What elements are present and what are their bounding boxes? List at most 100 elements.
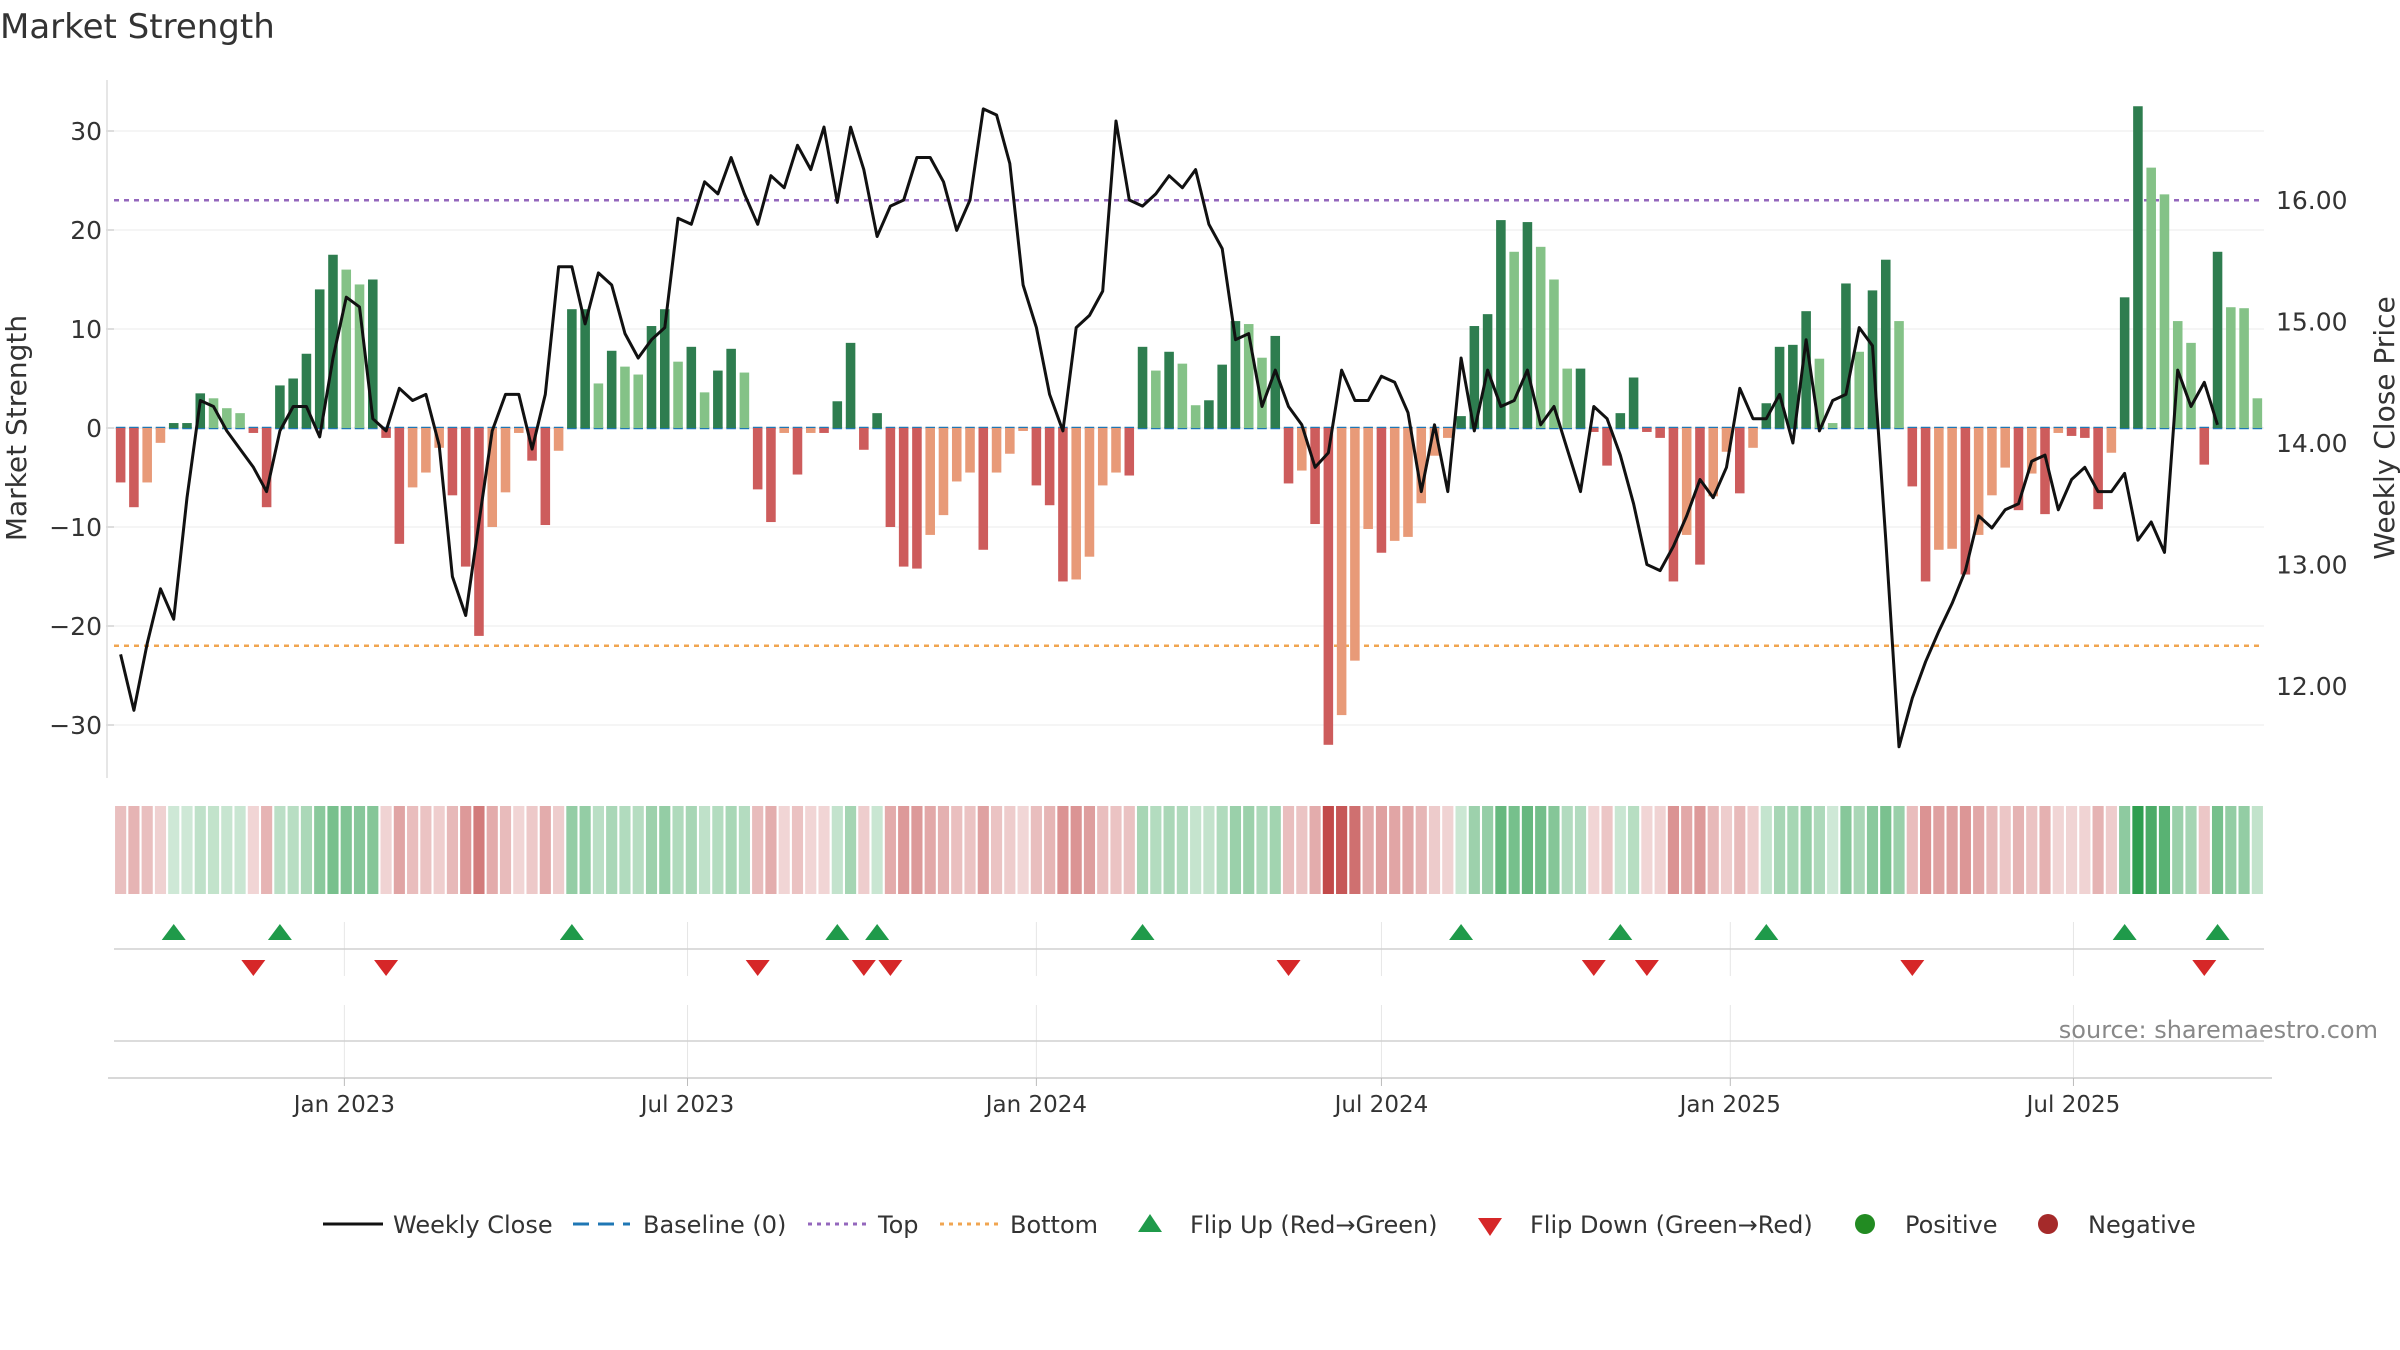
heat-cell xyxy=(778,806,790,894)
legend-label-bottom: Bottom xyxy=(1010,1211,1098,1239)
heat-cell xyxy=(1734,806,1746,894)
heat-cell xyxy=(420,806,432,894)
heat-cell xyxy=(1999,806,2011,894)
heat-cell xyxy=(1707,806,1719,894)
strength-bar xyxy=(1496,220,1506,428)
heat-cell xyxy=(194,806,206,894)
heat-cell xyxy=(2225,806,2237,894)
legend-item-top: Top xyxy=(808,1211,919,1239)
heat-cell xyxy=(1296,806,1308,894)
heat-cell xyxy=(115,806,127,894)
strength-bar xyxy=(1655,428,1665,438)
strength-bar xyxy=(2252,398,2263,428)
flip-up-marker xyxy=(1449,924,1474,940)
strength-bar xyxy=(1416,428,1427,504)
heat-cell xyxy=(2079,806,2091,894)
strength-bar xyxy=(1124,428,1135,476)
heat-cell xyxy=(1774,806,1786,894)
legend-label-flip-down: Flip Down (Green→Red) xyxy=(1530,1211,1813,1239)
x-tick-label: Jul 2025 xyxy=(2025,1092,2121,1118)
heat-cell xyxy=(977,806,989,894)
heat-cell xyxy=(1694,806,1706,894)
heat-cell xyxy=(1973,806,1985,894)
heat-cell xyxy=(592,806,604,894)
heat-cell xyxy=(964,806,976,894)
strength-bar xyxy=(514,428,524,433)
strength-bar xyxy=(1827,423,1838,428)
strength-bar xyxy=(1336,428,1347,716)
flip-up-icon xyxy=(1138,1214,1162,1232)
heat-cell xyxy=(1946,806,1958,894)
heat-cell xyxy=(951,806,963,894)
flip-up-marker xyxy=(161,924,186,940)
legend-label-positive: Positive xyxy=(1905,1211,1998,1239)
heat-cell xyxy=(1933,806,1945,894)
heat-cell xyxy=(234,806,246,894)
heat-cell xyxy=(1535,806,1547,894)
strength-bar xyxy=(261,428,272,508)
left-tick-label: −20 xyxy=(49,612,102,641)
strength-bar xyxy=(1018,428,1028,431)
heat-cell xyxy=(2172,806,2184,894)
strength-bar xyxy=(407,428,418,488)
strength-bar xyxy=(991,428,1002,473)
right-tick-label: 16.00 xyxy=(2276,186,2348,215)
strength-bar xyxy=(912,428,922,569)
strength-bar xyxy=(1177,363,1188,428)
heat-cell xyxy=(513,806,525,894)
heat-cell xyxy=(566,806,578,894)
legend-item-bottom: Bottom xyxy=(940,1211,1098,1239)
flip-up-marker xyxy=(2112,924,2137,940)
strength-bar xyxy=(686,346,697,428)
heat-cell xyxy=(1190,806,1202,894)
heat-cell xyxy=(1880,806,1892,894)
strength-bar xyxy=(1111,428,1121,473)
strength-bar xyxy=(1350,428,1360,661)
heat-cell xyxy=(1150,806,1162,894)
heat-cell xyxy=(632,806,644,894)
strength-bar xyxy=(182,423,192,428)
strength-bar xyxy=(553,428,564,451)
heat-cell xyxy=(181,806,193,894)
left-tick-label: 30 xyxy=(70,117,102,146)
heat-cell xyxy=(791,806,804,894)
strength-bar xyxy=(1469,326,1480,428)
strength-bar xyxy=(699,392,710,428)
heat-cell xyxy=(499,806,512,894)
heat-cell xyxy=(685,806,697,894)
legend-label-weekly-close: Weekly Close xyxy=(393,1211,553,1239)
strength-bar xyxy=(1389,428,1400,541)
strength-bar xyxy=(898,428,909,567)
strength-bar xyxy=(1947,428,1957,549)
strength-bar xyxy=(606,350,617,428)
legend-item-flip-up: Flip Up (Red→Green) xyxy=(1138,1211,1438,1239)
heat-cell xyxy=(1959,806,1971,894)
strength-bar xyxy=(1257,357,1267,428)
heat-cell xyxy=(314,806,326,894)
strength-bar xyxy=(1721,428,1732,452)
left-tick-label: 0 xyxy=(86,414,102,443)
heat-cell xyxy=(1628,806,1640,894)
strength-bar xyxy=(1323,428,1334,745)
left-tick-label: 20 xyxy=(70,216,102,245)
strength-bar xyxy=(965,428,975,473)
heat-cell xyxy=(2251,806,2263,894)
strength-bar xyxy=(129,428,139,508)
flip-down-marker xyxy=(1634,960,1659,976)
heat-cell xyxy=(154,806,167,894)
strength-bar xyxy=(1801,311,1811,428)
heat-cell xyxy=(871,806,883,894)
heat-cell xyxy=(207,806,220,894)
heat-cell xyxy=(380,806,392,894)
strength-bar xyxy=(2186,342,2196,428)
strength-bar xyxy=(1575,368,1586,428)
heat-cell xyxy=(1176,806,1188,894)
flip-down-marker xyxy=(241,960,266,976)
heat-cell xyxy=(1720,806,1733,894)
legend-label-top: Top xyxy=(877,1211,919,1239)
strength-bar xyxy=(1031,428,1042,486)
flip-up-marker xyxy=(825,924,850,940)
legend-item-baseline: Baseline (0) xyxy=(573,1211,786,1239)
strength-bar xyxy=(1243,324,1254,428)
heat-cell xyxy=(937,806,950,894)
